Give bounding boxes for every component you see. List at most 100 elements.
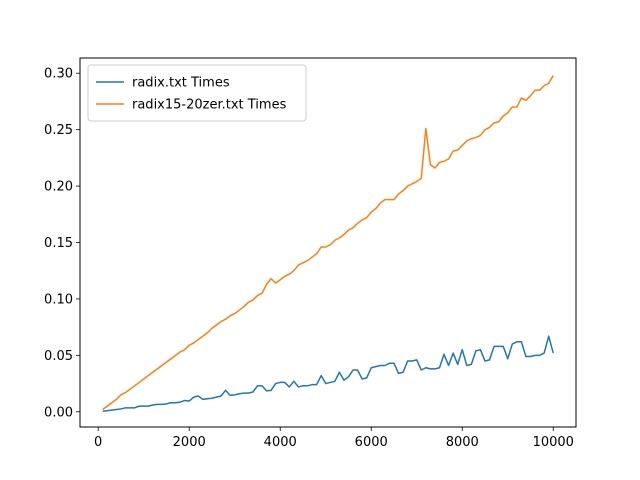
data-point — [434, 167, 435, 168]
data-point — [516, 106, 517, 107]
data-point — [216, 397, 217, 398]
y-tick-label: 0.20 — [44, 180, 73, 195]
data-point — [534, 355, 535, 356]
data-point — [225, 319, 226, 320]
series-line-1 — [102, 335, 554, 412]
data-point — [148, 406, 149, 407]
data-point — [362, 219, 363, 220]
data-point — [439, 162, 440, 163]
data-point — [275, 383, 276, 384]
data-point — [102, 411, 103, 412]
data-point — [311, 384, 312, 385]
data-point — [453, 151, 454, 152]
data-point — [170, 402, 171, 403]
data-point — [530, 356, 531, 357]
data-point — [111, 402, 112, 403]
data-point — [375, 366, 376, 367]
data-point — [193, 397, 194, 398]
data-point — [407, 360, 408, 361]
x-tick-label: 8000 — [446, 435, 479, 450]
data-point — [548, 336, 549, 337]
data-point — [234, 394, 235, 395]
data-point — [157, 404, 158, 405]
data-point — [271, 390, 272, 391]
y-tick-label: 0.10 — [44, 292, 73, 307]
data-point — [289, 274, 290, 275]
data-point — [202, 399, 203, 400]
data-point — [148, 375, 149, 376]
data-point — [475, 137, 476, 138]
data-point — [261, 293, 262, 294]
data-point — [425, 367, 426, 368]
data-point — [230, 395, 231, 396]
data-point — [471, 364, 472, 365]
data-point — [266, 284, 267, 285]
data-point — [120, 408, 121, 409]
data-point — [402, 372, 403, 373]
data-point — [170, 358, 171, 359]
data-point — [293, 270, 294, 271]
data-point — [443, 354, 444, 355]
data-point — [107, 410, 108, 411]
data-point — [389, 363, 390, 364]
data-point — [161, 404, 162, 405]
data-point — [234, 313, 235, 314]
legend-label: radix15-20zer.txt Times — [132, 98, 287, 113]
data-point — [407, 185, 408, 186]
data-point — [430, 164, 431, 165]
data-point — [421, 369, 422, 370]
series-1 — [102, 335, 554, 412]
data-point — [220, 321, 221, 322]
data-point — [398, 373, 399, 374]
data-point — [430, 368, 431, 369]
legend: radix.txt Times radix15-20zer.txt Times — [87, 64, 307, 122]
data-point — [412, 360, 413, 361]
data-point — [193, 342, 194, 343]
data-point — [143, 378, 144, 379]
data-point — [184, 400, 185, 401]
data-point — [384, 365, 385, 366]
data-point — [321, 246, 322, 247]
data-point — [466, 140, 467, 141]
data-point — [180, 402, 181, 403]
data-point — [243, 393, 244, 394]
data-point — [352, 369, 353, 370]
data-point — [334, 381, 335, 382]
data-point — [425, 128, 426, 129]
data-point — [284, 276, 285, 277]
data-point — [293, 381, 294, 382]
data-point — [512, 106, 513, 107]
data-point — [416, 181, 417, 182]
data-point — [129, 407, 130, 408]
data-point — [362, 378, 363, 379]
x-tick-label: 10000 — [533, 435, 574, 450]
data-point — [134, 385, 135, 386]
data-point — [471, 138, 472, 139]
data-point — [348, 376, 349, 377]
data-point — [503, 346, 504, 347]
data-point — [152, 404, 153, 405]
data-point — [289, 386, 290, 387]
data-point — [116, 399, 117, 400]
data-point — [298, 386, 299, 387]
data-point — [366, 217, 367, 218]
data-point — [380, 202, 381, 203]
data-point — [462, 349, 463, 350]
data-point — [207, 398, 208, 399]
data-point — [143, 406, 144, 407]
data-point — [503, 116, 504, 117]
y-tick-label: 0.15 — [44, 236, 73, 251]
data-point — [307, 385, 308, 386]
data-point — [252, 299, 253, 300]
data-point — [239, 310, 240, 311]
data-point — [280, 382, 281, 383]
data-point — [325, 246, 326, 247]
data-point — [357, 223, 358, 224]
data-point — [107, 406, 108, 407]
data-point — [498, 121, 499, 122]
data-point — [457, 149, 458, 150]
data-point — [343, 380, 344, 381]
data-point — [548, 83, 549, 84]
data-point — [166, 403, 167, 404]
